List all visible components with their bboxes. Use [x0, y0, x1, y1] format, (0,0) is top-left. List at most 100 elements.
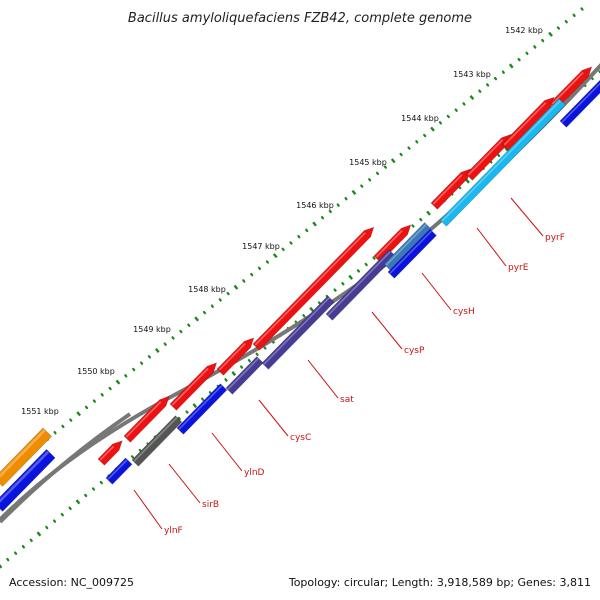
- kbp-labels: 1542 kbp 1543 kbp 1544 kbp 1545 kbp 1546 kbp…: [21, 26, 543, 416]
- inner-tick-mark: [263, 346, 267, 350]
- reverse-gene-bar-1: [105, 457, 133, 485]
- inner-tick-mark: [138, 448, 142, 453]
- outer-tick-mark: [572, 13, 576, 17]
- reverse-gene-bar-5-highlight: [263, 297, 330, 365]
- gene-leader-line: [168, 463, 201, 504]
- kbp-label: 1546 kbp: [296, 201, 334, 210]
- outer-tick-mark: [351, 189, 357, 195]
- inner-tick-mark: [177, 416, 181, 421]
- outer-tick-mark: [132, 367, 136, 372]
- inner-tick-mark: [426, 210, 431, 216]
- outer-tick-mark: [383, 165, 387, 169]
- forward-gene-arrow-2: [123, 395, 170, 443]
- reverse-gene-bar-6-highlight: [327, 251, 391, 316]
- inner-tick-mark: [21, 544, 25, 549]
- outer-tick-mark: [548, 31, 553, 37]
- reverse-gene-bar-7-highlight: [385, 224, 427, 266]
- gene-label-cysH: cysH: [453, 307, 475, 317]
- outer-tick-mark: [486, 83, 490, 87]
- genome-summary-text: Topology: circular; Length: 3,918,589 bp…: [288, 576, 591, 589]
- inner-tick-mark: [84, 493, 88, 498]
- outer-tick-mark: [265, 260, 269, 264]
- gene-leader-line: [258, 399, 289, 437]
- outer-tick-mark: [218, 298, 222, 302]
- outer-tick-mark: [415, 140, 419, 144]
- reverse-gene-bar-9: [439, 98, 566, 227]
- outer-tick-mark: [76, 411, 82, 417]
- gene-leader-line: [371, 311, 403, 350]
- kbp-label: 1542 kbp: [505, 26, 543, 35]
- outer-tick-mark: [328, 209, 332, 214]
- outer-backbone-arc: [0, 63, 600, 523]
- gene-label-sirB: sirB: [202, 500, 219, 510]
- outer-tick-mark: [202, 310, 207, 315]
- outer-tick-mark: [469, 95, 475, 101]
- inner-tick-mark: [91, 487, 96, 491]
- inner-tick-mark: [255, 352, 259, 356]
- kbp-label: 1549 kbp: [133, 325, 171, 334]
- outer-tick-mark: [305, 228, 309, 233]
- outer-tick-mark: [541, 38, 545, 43]
- inner-tick-mark: [75, 499, 81, 505]
- left-backbone-arc: [0, 412, 132, 524]
- gene-leader-line: [476, 227, 507, 267]
- gene-leader-line: [421, 272, 452, 311]
- outer-tick-mark: [187, 323, 191, 327]
- forward-gene-arrow-8-highlight: [467, 139, 504, 176]
- outer-tick-mark: [140, 361, 144, 365]
- outer-tick-mark: [115, 379, 121, 385]
- inner-tick-mark: [208, 391, 212, 395]
- outer-tick-mark: [233, 284, 239, 290]
- inner-tick-mark: [68, 506, 72, 510]
- reverse-gene-bar-10-highlight: [561, 82, 600, 123]
- forward-gene-arrow-6-highlight: [375, 229, 403, 258]
- reverse-gene-bar-4-highlight: [227, 358, 259, 390]
- forward-gene-arrow-3: [169, 362, 218, 411]
- outer-tick-mark: [556, 26, 561, 30]
- forward-gene-arrow-5-highlight: [254, 232, 366, 346]
- reverse-gene-bar-2-highlight: [133, 417, 178, 462]
- forward-gene-arrow-5: [252, 226, 375, 351]
- outer-tick-mark: [272, 253, 278, 259]
- outer-tick-mark: [163, 342, 167, 346]
- kbp-label: 1544 kbp: [401, 114, 439, 123]
- outer-tick-mark: [320, 216, 325, 220]
- forward-gene-arrow-1-highlight: [99, 445, 115, 461]
- kbp-label: 1543 kbp: [453, 70, 491, 79]
- outer-tick-ring: [0, 7, 584, 480]
- reverse-gene-bar-9-highlight: [441, 100, 561, 222]
- outer-tick-mark: [242, 279, 246, 283]
- outer-tick-mark: [257, 266, 262, 270]
- forward-gene-arrow-4: [216, 337, 255, 376]
- outer-tick-mark: [53, 431, 57, 435]
- inner-tick-mark: [60, 512, 64, 517]
- gene-label-pyrE: pyrE: [508, 263, 529, 273]
- outer-tick-mark: [430, 126, 435, 132]
- outer-tick-mark: [446, 114, 450, 119]
- gene-label-ylnD: ylnD: [244, 468, 265, 478]
- outer-tick-mark: [368, 178, 372, 182]
- outer-tick-mark: [501, 70, 505, 74]
- forward-gene-arrow-3-highlight: [171, 367, 209, 406]
- inner-tick-mark: [14, 551, 18, 555]
- outer-tick-mark: [147, 355, 151, 359]
- outer-tick-mark: [360, 184, 364, 188]
- inner-tick-mark: [419, 217, 423, 222]
- outer-tick-mark: [508, 63, 514, 69]
- inner-tick-mark: [341, 282, 345, 286]
- inner-tick-mark: [240, 365, 244, 369]
- inner-tick-mark: [6, 557, 10, 562]
- outer-tick-mark: [399, 152, 403, 157]
- outer-tick-mark: [478, 89, 482, 93]
- label-leaders: [133, 197, 544, 530]
- feature-tracks: [0, 66, 600, 512]
- reverse-gene-bar-8: [387, 228, 437, 279]
- reverse-gene-bar-10: [559, 79, 600, 128]
- outer-tick-mark: [226, 291, 230, 296]
- forward-gene-arrow-7-highlight: [432, 174, 463, 205]
- inner-tick-mark: [231, 371, 237, 377]
- outer-tick-mark: [312, 221, 317, 227]
- accession-text: Accession: NC_009725: [9, 576, 134, 589]
- gene-leader-line: [211, 432, 243, 472]
